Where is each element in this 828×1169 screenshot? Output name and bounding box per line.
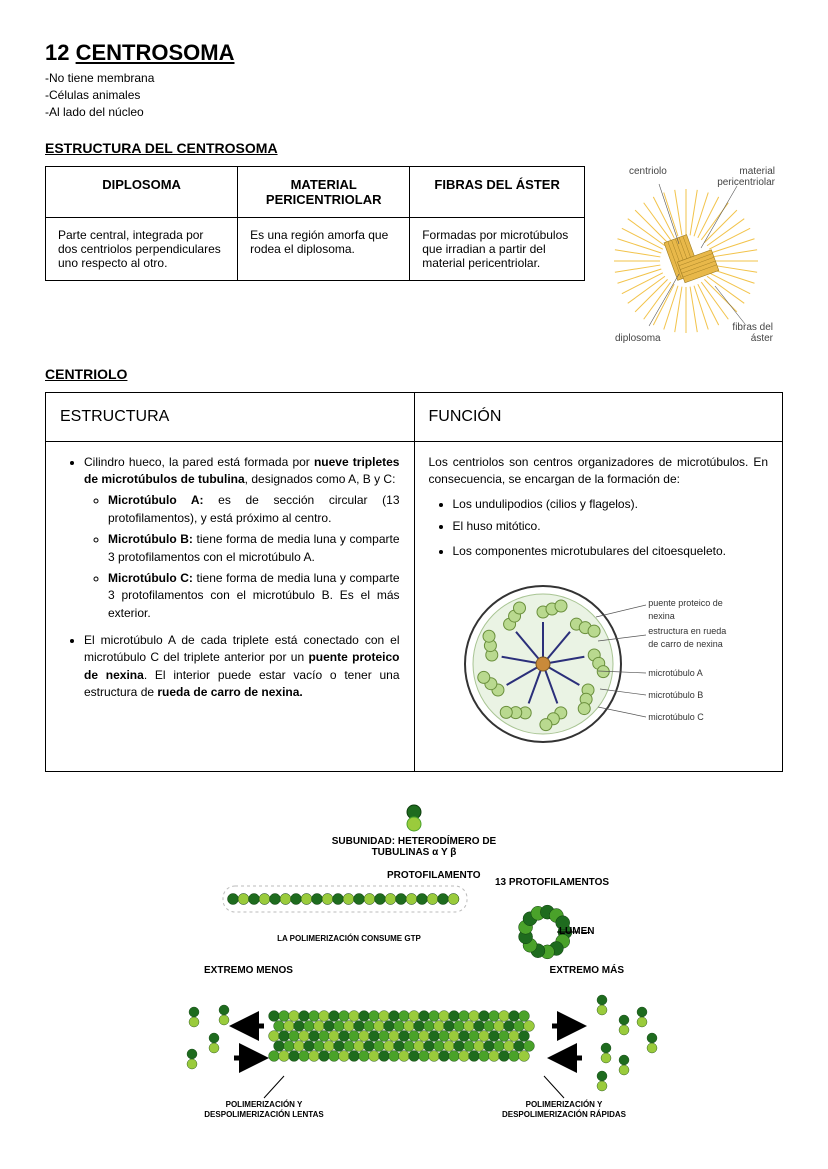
fig3-label: EXTREMO MÁS [550, 965, 624, 976]
fig3-label: LUMEN [559, 926, 609, 937]
col-header: FIBRAS DEL ÁSTER [410, 167, 585, 218]
fig-label: centriolo [629, 166, 667, 177]
col-header: FUNCIÓN [414, 393, 783, 441]
section-number: 12 [45, 40, 76, 65]
fig-label: microtúbulo C [648, 711, 704, 724]
fig-label: puente proteico de nexina [648, 597, 748, 623]
fig3-subunit-b: TUBULINAS α Y β [134, 847, 694, 858]
sub-item: Microtúbulo B: tiene forma de media luna… [108, 531, 400, 566]
text: Microtúbulo A: [108, 493, 204, 507]
tube-icon [154, 980, 674, 1100]
sub-item: Microtúbulo A: es de sección circular (1… [108, 492, 400, 527]
table-cell: Es una región amorfa que rodea el diplos… [238, 218, 410, 281]
funcion-item: Los componentes microtubulares del citoe… [453, 543, 769, 560]
fig3-label: POLIMERIZACIÓN Y DESPOLIMERIZACIÓN RÁPID… [494, 1100, 634, 1119]
fig3-subunit-a: SUBUNIDAD: HETERODÍMERO DE [134, 836, 694, 847]
text: Microtúbulo B: [108, 532, 193, 546]
fig-label: microtúbulo B [648, 689, 703, 702]
estructura-intro: Cilindro hueco, la pared está formada po… [84, 454, 400, 623]
estructura-p2: El microtúbulo A de cada triplete está c… [84, 632, 400, 702]
estructura-cell: Cilindro hueco, la pared está formada po… [46, 441, 415, 771]
microtubule-diagram: SUBUNIDAD: HETERODÍMERO DE TUBULINAS α Y… [134, 802, 694, 1120]
centrosome-diagram: centriolo material pericentriolar diplos… [597, 166, 775, 346]
funcion-cell: Los centriolos son centros organizadores… [414, 441, 783, 771]
fig3-label: 13 PROTOFILAMENTOS [495, 877, 609, 888]
funcion-intro: Los centriolos son centros organizadores… [429, 454, 769, 489]
header-bullet: No tiene membrana [45, 70, 783, 87]
funcion-item: El huso mitótico. [453, 518, 769, 535]
funcion-item: Los undulipodios (cilios y flagelos). [453, 496, 769, 513]
fig-label: diplosoma [615, 333, 661, 344]
fig-label: material pericentriolar [705, 166, 775, 188]
fig3-label: EXTREMO MENOS [204, 965, 293, 976]
fig-label: microtúbulo A [648, 667, 703, 680]
table-cell: Formadas por microtúbulos que irradian a… [410, 218, 585, 281]
fig3-label: LA POLIMERIZACIÓN CONSUME GTP [219, 934, 479, 944]
structure-table: DIPLOSOMA MATERIAL PERICENTRIOLAR FIBRAS… [45, 166, 585, 281]
sub-item: Microtúbulo C: tiene forma de media luna… [108, 570, 400, 622]
centriolo-table: ESTRUCTURA FUNCIÓN Cilindro hueco, la pa… [45, 392, 783, 771]
centriole-cross-section: puente proteico de nexina estructura en … [448, 569, 748, 759]
text: , designados como A, B y C: [245, 472, 396, 486]
text: Microtúbulo C: [108, 571, 193, 585]
protofilament-icon [219, 872, 479, 932]
col-header: ESTRUCTURA [46, 393, 415, 441]
fig-label: fibras del áster [717, 322, 773, 344]
section-heading-estructura: ESTRUCTURA DEL CENTROSOMA [45, 140, 783, 156]
header: 12 CENTROSOMA No tiene membrana Células … [45, 40, 783, 120]
table-cell: Parte central, integrada por dos centrio… [46, 218, 238, 281]
col-header: DIPLOSOMA [46, 167, 238, 218]
fig3-label: PROTOFILAMENTO [387, 870, 481, 881]
header-bullets: No tiene membrana Células animales Al la… [45, 70, 783, 120]
header-bullet: Al lado del núcleo [45, 104, 783, 121]
fig3-label: POLIMERIZACIÓN Y DESPOLIMERIZACIÓN LENTA… [194, 1100, 334, 1119]
text: rueda de carro de nexina. [157, 685, 302, 699]
text: Cilindro hueco, la pared está formada po… [84, 455, 314, 469]
fig-label: estructura en rueda de carro de nexina [648, 625, 738, 651]
page-title: CENTROSOMA [76, 40, 235, 65]
header-bullet: Células animales [45, 87, 783, 104]
section-heading-centriolo: CENTRIOLO [45, 366, 783, 382]
col-header: MATERIAL PERICENTRIOLAR [238, 167, 410, 218]
